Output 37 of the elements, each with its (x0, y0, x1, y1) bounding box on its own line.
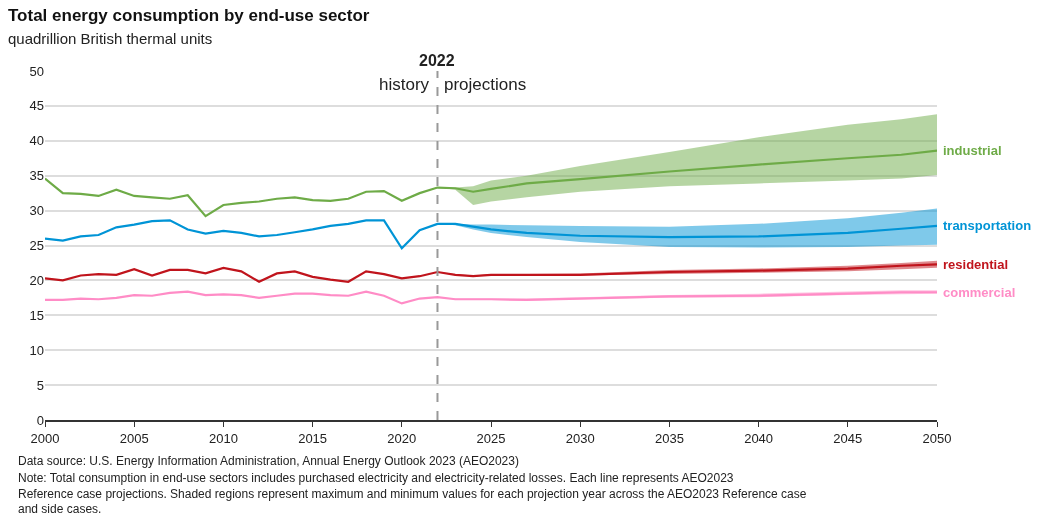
x-tick-label: 2045 (833, 430, 863, 446)
annotation: history (379, 75, 430, 94)
y-tick-label: 30 (29, 203, 44, 219)
line-series (45, 149, 937, 218)
annotation: projections (444, 75, 527, 94)
y-tick-label: 50 (29, 63, 44, 79)
chart-subtitle: quadrillion British thermal units (8, 30, 213, 47)
y-tick-label: 0 (36, 412, 44, 428)
chart-title: Total energy consumption by end-use sector (8, 6, 370, 25)
y-tick-label: 10 (29, 342, 44, 358)
x-tick-label: 2010 (208, 430, 238, 446)
series-label: commercial (943, 285, 1016, 300)
y-tick-label: 15 (29, 307, 44, 323)
x-tick-label: 2040 (744, 430, 774, 446)
x-tick-label: 2050 (922, 430, 952, 446)
line-series (45, 290, 937, 305)
ref-line-label: 2022 (419, 52, 455, 69)
x-tick-label: 2030 (565, 430, 595, 446)
y-tick-label: 5 (36, 377, 44, 393)
y-tick-label: 25 (29, 238, 44, 254)
text: Note: Total consumption in end-use sectors includes purchased electricity and electricity-related losses. Each line represents AEO2023 Reference case projections. Shaded regions represent maximum and minimum values for each projection year across the AEO2023 Reference case and side cases. (18, 471, 807, 517)
y-tick-label: 40 (29, 133, 44, 149)
x-tick-label: 2005 (119, 430, 149, 446)
y-tick-label: 20 (29, 272, 44, 288)
x-tick-label: 2025 (476, 430, 506, 446)
line-series (45, 263, 937, 283)
series-label: transportation (943, 218, 1032, 233)
x-tick-label: 2000 (30, 430, 60, 446)
series-label: industrial (943, 143, 1002, 158)
x-tick-label: 2035 (654, 430, 684, 446)
source-note: Data source: U.S. Energy Information Administration, Annual Energy Outlook 2023 (AEO2023) (18, 454, 519, 468)
y-tick-label: 35 (29, 168, 44, 184)
series-label: residential (943, 257, 1009, 272)
x-tick-label: 2020 (387, 430, 417, 446)
line-series (45, 219, 937, 250)
x-tick-label: 2015 (298, 430, 328, 446)
y-tick-label: 45 (29, 98, 44, 114)
